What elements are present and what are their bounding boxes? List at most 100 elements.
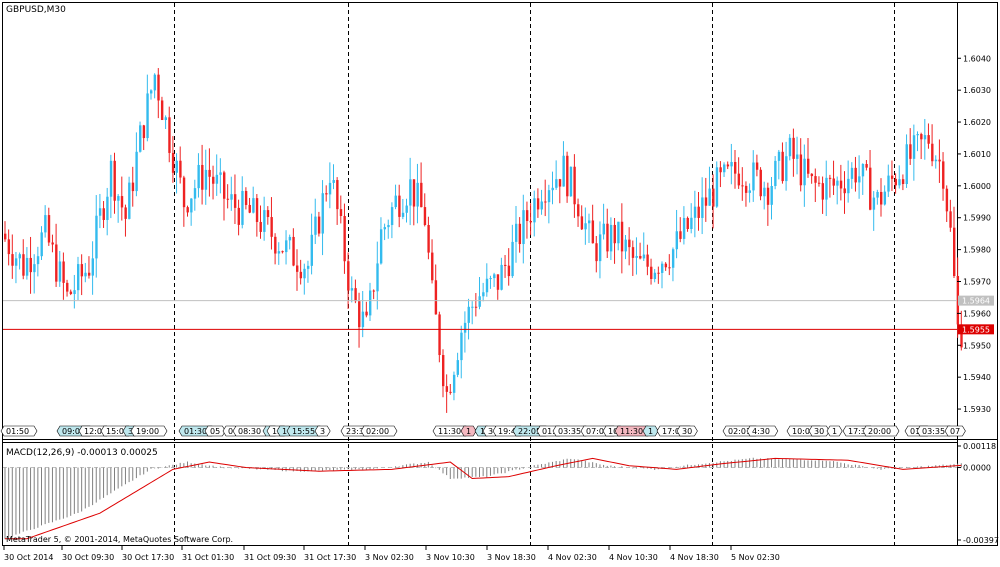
candle-body xyxy=(150,90,153,94)
candle-body xyxy=(799,154,803,186)
candle-body xyxy=(489,278,492,280)
candle-body xyxy=(179,160,182,178)
candle-body xyxy=(529,221,532,223)
macd-tick-label: 0.00118 xyxy=(963,442,996,451)
candle-body xyxy=(212,176,215,184)
candle-body xyxy=(547,190,551,203)
candle-body xyxy=(394,195,397,208)
candle-body xyxy=(120,196,124,208)
candle-body xyxy=(153,74,157,91)
candle-body xyxy=(164,117,167,121)
candle-body xyxy=(379,229,383,264)
candle-body xyxy=(631,247,635,258)
event-marker-label: 07 xyxy=(950,427,960,436)
candle-body xyxy=(427,224,430,253)
candle-body xyxy=(135,151,138,192)
candle-body xyxy=(679,231,682,239)
candle-body xyxy=(233,194,237,208)
candle-body xyxy=(861,163,865,177)
event-marker-label: 20:00 xyxy=(868,427,891,436)
candle-body xyxy=(139,125,142,152)
candle-body xyxy=(383,227,386,230)
ask-price-label: 1.5964 xyxy=(962,297,990,306)
candle-body xyxy=(18,254,21,259)
candle-body xyxy=(511,241,514,277)
candle-body xyxy=(87,272,91,276)
event-marker-label: 03:35 xyxy=(558,427,581,436)
candle-body xyxy=(719,167,722,173)
candle-body xyxy=(493,274,496,279)
time-axis[interactable]: 30 Oct 2014 30 Oct 09:30 30 Oct 17:30 31 Oc… xyxy=(3,546,780,562)
ask-price-box xyxy=(958,295,994,306)
candle-body xyxy=(474,306,478,308)
candle-body xyxy=(807,158,810,174)
event-marker-label: 1 xyxy=(648,427,653,436)
candle-body xyxy=(613,224,616,244)
candle-body xyxy=(515,223,518,242)
price-tick-label: 1.5930 xyxy=(963,405,991,414)
candle-body xyxy=(405,205,408,213)
macd-axis[interactable]: 0.00118 0.0000 -0.00397 xyxy=(957,442,999,545)
candle-body xyxy=(281,251,284,253)
event-marker-label: 17:00 xyxy=(662,427,685,436)
candle-body xyxy=(434,280,438,315)
candle-body xyxy=(376,263,379,292)
candle-body xyxy=(208,169,211,177)
candle-body xyxy=(336,180,339,210)
candle-body xyxy=(763,187,766,197)
candle-body xyxy=(872,197,876,210)
candle-body xyxy=(255,198,259,222)
candle-body xyxy=(796,154,799,159)
candle-body xyxy=(496,274,500,290)
candle-body xyxy=(197,164,200,189)
candle-body xyxy=(931,143,934,162)
candle-body xyxy=(266,210,270,218)
event-marker: 1 xyxy=(642,425,659,437)
candle-body xyxy=(737,173,741,186)
event-marker-label: 17:3 xyxy=(848,427,866,436)
candle-body xyxy=(201,164,204,190)
candle-body xyxy=(91,258,94,276)
time-tick-label: 3 Nov 02:30 xyxy=(365,553,414,562)
candle-body xyxy=(124,207,127,219)
candle-body xyxy=(190,198,193,213)
candle-body xyxy=(708,188,711,206)
candle-body xyxy=(409,179,412,206)
candle-body xyxy=(347,261,350,291)
macd-signal-line xyxy=(5,457,962,540)
candle-body xyxy=(277,251,281,254)
candle-body xyxy=(880,191,883,205)
candle-body xyxy=(704,197,708,206)
candle-body xyxy=(781,151,784,182)
event-marker: 30 xyxy=(808,425,830,437)
event-marker-label: 11:30 xyxy=(438,427,461,436)
event-marker-label: 07:00 xyxy=(586,427,609,436)
candle-body xyxy=(442,355,445,387)
candle-body xyxy=(690,217,693,229)
candle-body xyxy=(438,314,441,356)
candle-body xyxy=(193,188,197,199)
candle-body xyxy=(755,162,759,170)
candle-body xyxy=(909,144,912,159)
price-axis[interactable]: 1.6040 1.6030 1.6020 1.6010 1.6000 1.5990 1.59… xyxy=(957,54,994,414)
candle-body xyxy=(252,198,255,213)
candle-body xyxy=(803,158,806,186)
event-marker-label: 08:30 xyxy=(238,427,261,436)
candle-body xyxy=(7,239,11,255)
candle-body xyxy=(303,268,306,279)
candle-body xyxy=(686,217,689,229)
event-marker-label: 30 xyxy=(814,427,824,436)
event-marker-label: 05 xyxy=(210,427,220,436)
candle-body xyxy=(186,207,189,213)
candle-body xyxy=(894,178,897,186)
candle-body xyxy=(639,255,642,259)
candle-body xyxy=(398,195,401,217)
event-marker: 20:00 xyxy=(862,425,900,437)
candle-body xyxy=(817,182,821,184)
candle-body xyxy=(850,167,854,179)
candle-body xyxy=(792,137,795,159)
candle-body xyxy=(770,186,773,205)
candle-body xyxy=(358,301,361,328)
price-tick-label: 1.6040 xyxy=(963,54,991,63)
